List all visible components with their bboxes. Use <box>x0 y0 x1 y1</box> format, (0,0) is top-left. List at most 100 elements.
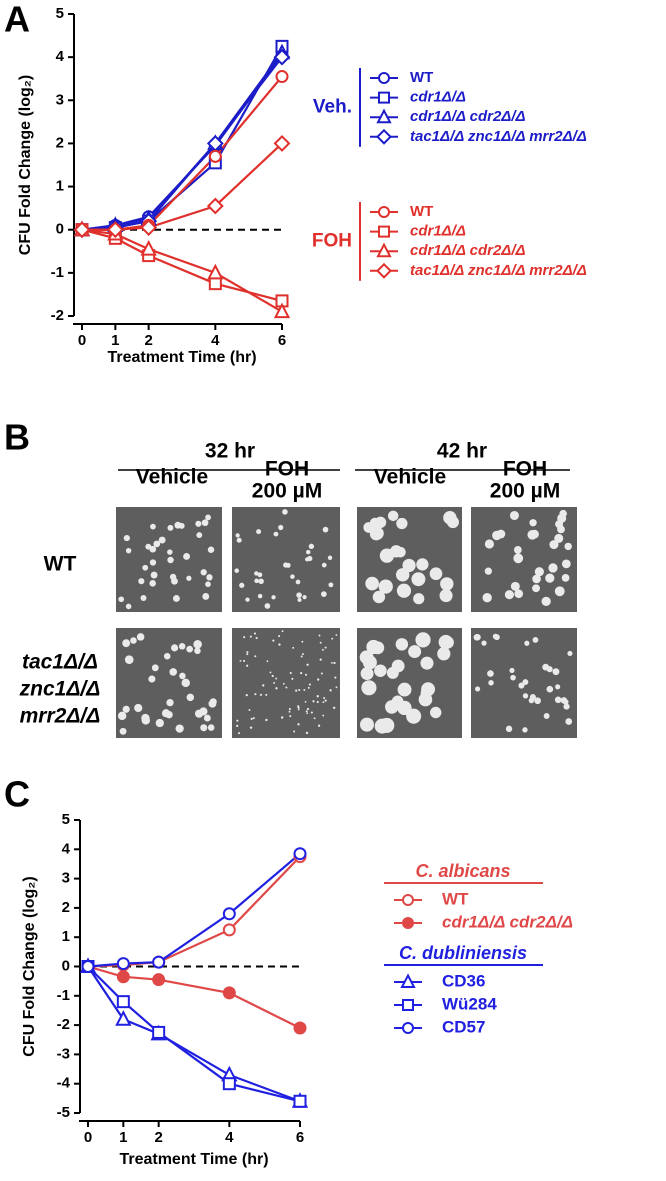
series-line <box>81 45 283 231</box>
colony <box>301 653 304 656</box>
colony <box>420 656 434 670</box>
colony <box>305 731 309 735</box>
marker <box>116 970 130 984</box>
colony <box>555 684 561 690</box>
colony <box>264 603 271 609</box>
colony <box>252 717 255 720</box>
colony <box>488 680 494 686</box>
y-tick-label: 0 <box>62 957 70 974</box>
colony <box>195 520 202 527</box>
colony <box>396 517 408 530</box>
colony <box>297 708 300 711</box>
x-tick-label: 4 <box>225 1129 234 1146</box>
colony <box>439 589 453 603</box>
colony <box>285 686 288 689</box>
y-tick-label: 1 <box>56 178 64 195</box>
marker <box>206 197 224 215</box>
colony <box>205 514 212 521</box>
colony <box>278 643 281 646</box>
colony <box>522 727 528 733</box>
column-label: FOH <box>503 458 547 481</box>
colony <box>273 682 276 684</box>
colony <box>529 694 536 701</box>
colony <box>552 668 560 676</box>
marker <box>115 1010 132 1026</box>
colony <box>167 549 173 555</box>
colony <box>254 578 259 584</box>
colony <box>236 724 239 727</box>
marker <box>293 1094 307 1108</box>
colony <box>170 644 179 652</box>
colony <box>446 516 459 529</box>
x-axis-label: Treatment Time (hr) <box>119 1151 268 1168</box>
colony <box>236 719 239 722</box>
marker <box>378 206 390 218</box>
colony <box>334 676 337 679</box>
colony <box>306 712 309 715</box>
marker <box>273 302 291 319</box>
colony <box>484 567 492 575</box>
colony <box>316 700 319 704</box>
colony <box>174 521 182 529</box>
colony <box>238 732 241 735</box>
column-group-label: 32 hr <box>205 440 255 463</box>
legend-group-label: FOH <box>312 230 352 251</box>
colony <box>304 700 307 703</box>
colony <box>141 716 151 725</box>
colony <box>179 672 186 680</box>
column-label: 200 µM <box>490 480 560 503</box>
y-tick-label: -4 <box>57 1075 71 1092</box>
colony <box>203 714 211 722</box>
colony <box>275 677 278 680</box>
y-tick-label: 4 <box>56 48 65 65</box>
colony <box>487 670 494 677</box>
colony <box>300 672 303 675</box>
colony <box>505 725 513 733</box>
colony <box>481 640 487 646</box>
column-label: FOH <box>265 458 309 481</box>
marker <box>376 108 392 124</box>
marker <box>293 1021 307 1035</box>
colony <box>307 686 310 689</box>
marker <box>116 957 130 971</box>
colony <box>322 701 325 704</box>
colony <box>418 692 433 707</box>
colony <box>359 650 374 665</box>
colony <box>257 572 263 578</box>
colony <box>332 706 336 710</box>
colony <box>532 574 541 584</box>
legend-label: cdr1Δ/Δ <box>410 223 466 240</box>
colony <box>484 539 494 549</box>
series-line <box>81 52 283 231</box>
colony <box>149 580 156 587</box>
colony <box>396 583 412 598</box>
colony <box>522 693 529 699</box>
colony <box>319 658 322 661</box>
colony <box>248 709 251 711</box>
marker <box>378 225 390 238</box>
marker <box>402 999 414 1011</box>
colony <box>554 533 564 543</box>
colony <box>178 643 186 650</box>
colony <box>361 680 377 696</box>
colony <box>148 675 156 683</box>
plate-image <box>232 628 340 738</box>
marker <box>222 907 236 921</box>
colony <box>372 590 386 604</box>
colony <box>321 562 327 568</box>
legend-label: tac1Δ/Δ znc1Δ/Δ mrr2Δ/Δ <box>410 262 587 279</box>
colony <box>186 693 195 702</box>
marker <box>208 149 222 163</box>
colony <box>207 724 215 731</box>
legend-label: cdr1Δ/Δ cdr2Δ/Δ <box>442 912 573 931</box>
colony <box>331 662 333 664</box>
colony <box>324 646 327 649</box>
y-tick-label: -3 <box>57 1045 70 1062</box>
marker <box>140 239 157 256</box>
marker <box>400 973 416 988</box>
colony <box>169 668 178 676</box>
colony <box>321 648 324 651</box>
colony <box>253 632 257 635</box>
y-tick-label: 4 <box>62 840 71 857</box>
colony <box>297 723 300 726</box>
